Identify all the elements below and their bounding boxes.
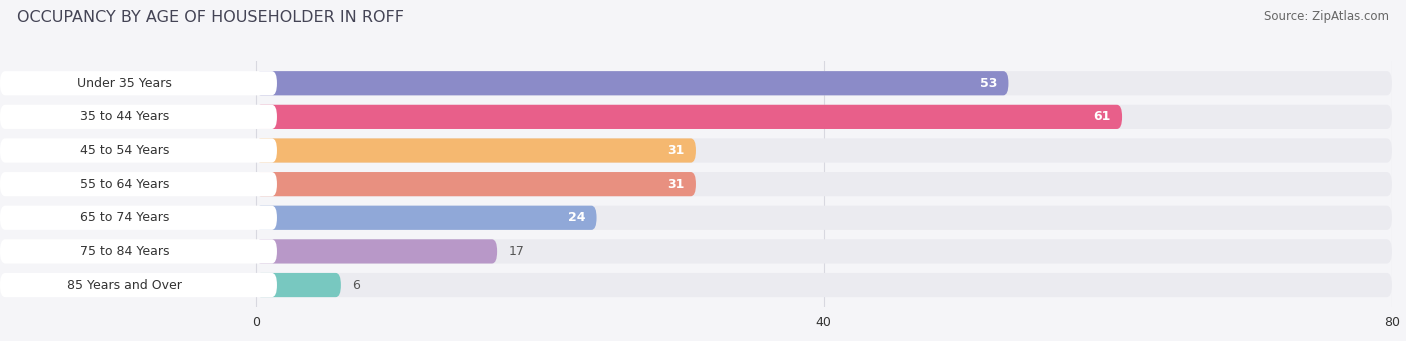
FancyBboxPatch shape — [256, 138, 1392, 163]
FancyBboxPatch shape — [256, 138, 696, 163]
Text: 55 to 64 Years: 55 to 64 Years — [80, 178, 169, 191]
Text: 17: 17 — [509, 245, 524, 258]
FancyBboxPatch shape — [256, 71, 1392, 95]
FancyBboxPatch shape — [256, 239, 1392, 264]
Text: 65 to 74 Years: 65 to 74 Years — [80, 211, 169, 224]
FancyBboxPatch shape — [256, 206, 1392, 230]
Text: OCCUPANCY BY AGE OF HOUSEHOLDER IN ROFF: OCCUPANCY BY AGE OF HOUSEHOLDER IN ROFF — [17, 10, 404, 25]
Text: 35 to 44 Years: 35 to 44 Years — [80, 110, 169, 123]
Text: 31: 31 — [668, 178, 685, 191]
FancyBboxPatch shape — [0, 206, 277, 230]
Text: 31: 31 — [668, 144, 685, 157]
Text: 24: 24 — [568, 211, 585, 224]
FancyBboxPatch shape — [0, 273, 277, 297]
FancyBboxPatch shape — [256, 105, 1122, 129]
FancyBboxPatch shape — [256, 71, 1008, 95]
Text: 6: 6 — [353, 279, 360, 292]
FancyBboxPatch shape — [256, 239, 498, 264]
Text: 61: 61 — [1094, 110, 1111, 123]
FancyBboxPatch shape — [256, 172, 1392, 196]
FancyBboxPatch shape — [0, 172, 277, 196]
FancyBboxPatch shape — [0, 71, 277, 95]
FancyBboxPatch shape — [0, 239, 277, 264]
FancyBboxPatch shape — [0, 138, 277, 163]
FancyBboxPatch shape — [256, 273, 340, 297]
Text: Source: ZipAtlas.com: Source: ZipAtlas.com — [1264, 10, 1389, 23]
FancyBboxPatch shape — [256, 206, 596, 230]
FancyBboxPatch shape — [256, 273, 1392, 297]
Text: 45 to 54 Years: 45 to 54 Years — [80, 144, 169, 157]
Text: 75 to 84 Years: 75 to 84 Years — [80, 245, 169, 258]
FancyBboxPatch shape — [256, 172, 696, 196]
FancyBboxPatch shape — [0, 105, 277, 129]
FancyBboxPatch shape — [256, 105, 1392, 129]
Text: Under 35 Years: Under 35 Years — [77, 77, 172, 90]
Text: 53: 53 — [980, 77, 997, 90]
Text: 85 Years and Over: 85 Years and Over — [67, 279, 181, 292]
